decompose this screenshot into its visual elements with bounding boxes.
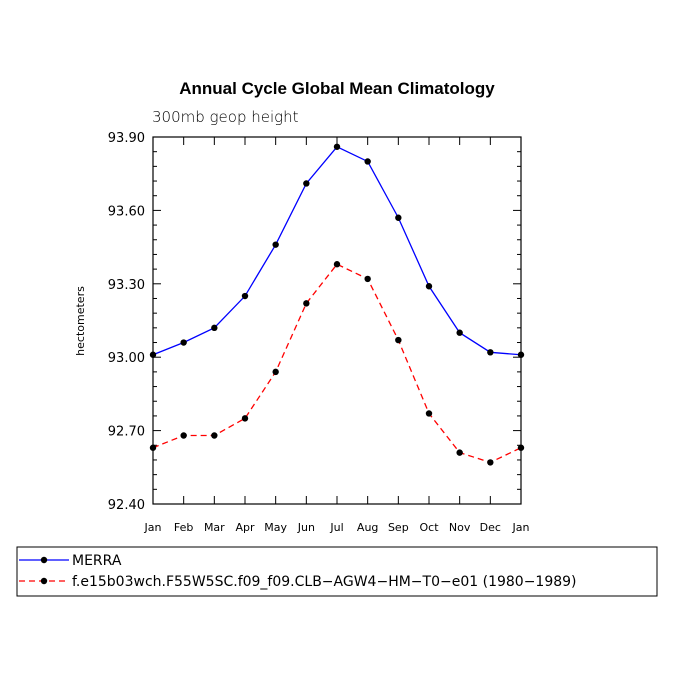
- x-tick-label: Jun: [297, 521, 315, 534]
- y-tick-label: 93.90: [108, 131, 145, 146]
- x-tick-label: Aug: [357, 521, 378, 534]
- x-tick-label: Dec: [480, 521, 501, 534]
- series-1-point: [456, 449, 463, 456]
- plot-frame: [152, 136, 522, 505]
- x-tick-label: Oct: [419, 521, 439, 534]
- series-1-point: [364, 275, 371, 283]
- x-tick-label: Sep: [388, 521, 409, 534]
- y-tick-label: 92.70: [108, 425, 145, 440]
- series-0-point: [180, 339, 187, 346]
- legend-label-model: f.e15b03wch.F55W5SC.f09_f09.CLB−AGW4−HM−…: [72, 574, 577, 590]
- x-tick-label: Jan: [512, 521, 530, 534]
- chart-subtitle: 300mb geop height: [152, 108, 299, 126]
- series-1-point: [303, 300, 310, 307]
- series-0-point: [303, 180, 310, 187]
- series-1-point: [517, 444, 525, 451]
- x-tick-label: Nov: [449, 521, 471, 534]
- series-0-point: [425, 283, 433, 290]
- y-tick-label: 93.60: [108, 204, 145, 219]
- series-line-0: [152, 145, 522, 356]
- x-tick-label: May: [264, 521, 287, 534]
- series-0-point: [395, 214, 402, 221]
- series-0-point: [364, 158, 371, 165]
- legend-frame: [16, 546, 658, 597]
- series-1-point: [149, 444, 157, 451]
- x-tick-label: Jan: [144, 521, 162, 534]
- x-tick-label: Feb: [174, 521, 193, 534]
- x-tick-label: Jul: [329, 521, 343, 534]
- series-1-point: [241, 415, 249, 422]
- series-0-point: [211, 324, 218, 332]
- series-0-point: [487, 349, 494, 356]
- series-0-point: [241, 292, 249, 300]
- chart-title: Annual Cycle Global Mean Climatology: [179, 79, 495, 98]
- series-0-point: [456, 329, 463, 336]
- y-tick-label: 93.30: [108, 278, 145, 293]
- series-1-point: [425, 410, 433, 417]
- y-axis-label: hectometers: [74, 286, 87, 356]
- series-0-point: [149, 351, 157, 358]
- series-1-point: [272, 368, 279, 376]
- x-axis-ticks: Jan Feb Mar Apr May Jun Jul Aug Sep Oct Nov Dec Jan: [144, 137, 530, 534]
- x-tick-label: Mar: [204, 521, 225, 534]
- series-layer: [149, 143, 525, 466]
- legend-label-merra: MERRA: [72, 553, 122, 569]
- series-0-point: [517, 351, 525, 358]
- x-tick-label: Apr: [235, 521, 255, 534]
- legend: MERRA f.e15b03wch.F55W5SC.f09_f09.CLB−AG…: [16, 546, 658, 597]
- series-1-point: [180, 432, 187, 439]
- series-0-point: [333, 143, 341, 150]
- y-axis-ticks: 92.40 92.70 93.00 93.30 93.60 93.90: [108, 131, 521, 513]
- series-0-point: [272, 241, 279, 248]
- y-tick-label: 92.40: [108, 498, 145, 513]
- series-1-point: [395, 336, 402, 344]
- legend-marker-model: [40, 577, 48, 585]
- series-1-point: [487, 459, 494, 466]
- y-tick-label: 93.00: [108, 351, 145, 366]
- series-1-point: [333, 261, 341, 268]
- series-1-point: [211, 432, 218, 439]
- legend-marker-merra: [40, 556, 48, 564]
- series-line-1: [152, 263, 522, 464]
